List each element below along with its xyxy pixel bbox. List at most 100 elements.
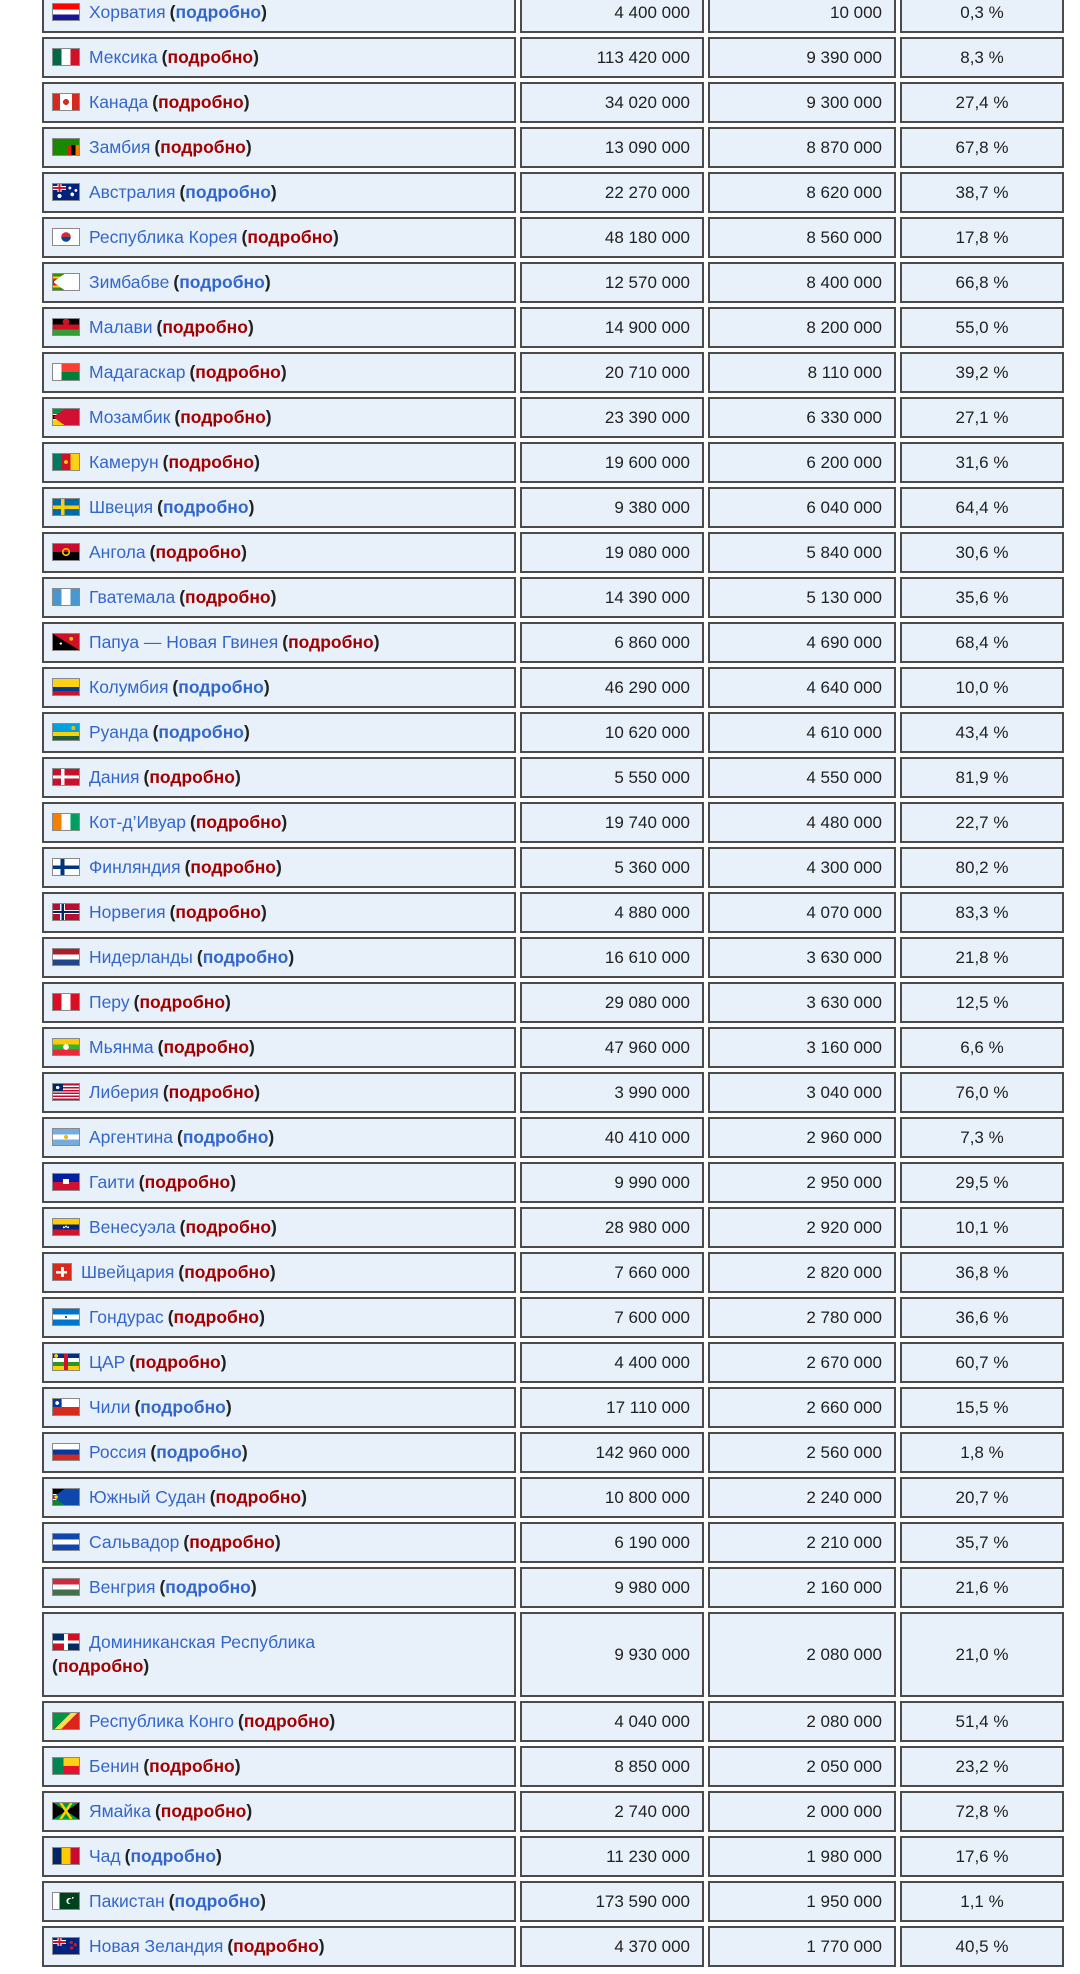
- detail-link[interactable]: подробно: [130, 1846, 217, 1866]
- country-link[interactable]: Руанда: [89, 722, 149, 742]
- country-link[interactable]: Чили: [89, 1397, 131, 1417]
- country-link[interactable]: Замбия: [89, 137, 151, 157]
- detail-link[interactable]: подробно: [243, 1711, 330, 1731]
- country-link[interactable]: Мозамбик: [89, 407, 171, 427]
- detail-link[interactable]: подробно: [180, 407, 266, 427]
- detail-link[interactable]: подробно: [190, 857, 276, 877]
- country-link[interactable]: Канада: [89, 92, 149, 112]
- detail-link[interactable]: подробно: [165, 1577, 251, 1597]
- country-link[interactable]: Бенин: [89, 1756, 140, 1776]
- table-row: Мозамбик (подробно) 23 390 000 6 330 000 …: [42, 397, 1064, 438]
- detail-link[interactable]: подробно: [233, 1936, 319, 1956]
- detail-link[interactable]: подробно: [185, 1217, 272, 1237]
- country-link[interactable]: Колумбия: [89, 677, 169, 697]
- country-link[interactable]: ЦАР: [89, 1352, 126, 1372]
- country-link[interactable]: Кот-д’Ивуар: [89, 812, 186, 832]
- detail-link[interactable]: подробно: [149, 767, 235, 787]
- detail-link[interactable]: подробно: [195, 812, 282, 832]
- detail-link[interactable]: подробно: [160, 1801, 247, 1821]
- country-link[interactable]: Ямайка: [89, 1801, 151, 1821]
- detail-link[interactable]: подробно: [182, 1127, 269, 1147]
- country-link[interactable]: Гаити: [89, 1172, 135, 1192]
- detail-link[interactable]: подробно: [179, 272, 265, 292]
- detail-link[interactable]: подробно: [167, 47, 254, 67]
- detail-link[interactable]: подробно: [155, 542, 242, 562]
- adherents-cell: 4 640 000: [708, 667, 896, 708]
- country-link[interactable]: Мадагаскар: [89, 362, 186, 382]
- detail-link[interactable]: подробно: [178, 677, 264, 697]
- detail-link[interactable]: подробно: [184, 1262, 270, 1282]
- detail-link[interactable]: подробно: [185, 587, 271, 607]
- country-link[interactable]: Южный Судан: [89, 1487, 206, 1507]
- country-link[interactable]: Пакистан: [89, 1891, 165, 1911]
- detail-link[interactable]: подробно: [175, 902, 261, 922]
- detail-link[interactable]: подробно: [144, 1172, 231, 1192]
- detail-link[interactable]: подробно: [57, 1656, 144, 1676]
- detail-link[interactable]: подробно: [158, 92, 244, 112]
- detail-parentheses: (подробно): [173, 272, 270, 292]
- country-link[interactable]: Хорватия: [89, 2, 166, 22]
- country-link[interactable]: Нидерланды: [89, 947, 193, 967]
- country-link[interactable]: Гондурас: [89, 1307, 164, 1327]
- country-link[interactable]: Мьянма: [89, 1037, 154, 1057]
- country-link[interactable]: Сальвадор: [89, 1532, 180, 1552]
- detail-link[interactable]: подробно: [195, 362, 281, 382]
- country-link[interactable]: Дания: [89, 767, 140, 787]
- country-link[interactable]: Камерун: [89, 452, 159, 472]
- detail-link[interactable]: подробно: [247, 227, 333, 247]
- country-link[interactable]: Венесуэла: [89, 1217, 176, 1237]
- flag-icon: [52, 768, 80, 786]
- detail-parentheses: (подробно): [154, 137, 251, 157]
- detail-link[interactable]: подробно: [168, 452, 255, 472]
- open-paren: (: [157, 497, 163, 517]
- country-link[interactable]: Зимбабве: [89, 272, 170, 292]
- country-link[interactable]: Гватемала: [89, 587, 176, 607]
- country-link[interactable]: Новая Зеландия: [89, 1936, 224, 1956]
- detail-link[interactable]: подробно: [202, 947, 289, 967]
- country-link[interactable]: Швейцария: [81, 1262, 175, 1282]
- close-paren: ): [270, 182, 277, 202]
- country-link[interactable]: Перу: [89, 992, 130, 1012]
- detail-link[interactable]: подробно: [175, 2, 262, 22]
- country-link[interactable]: Финляндия: [89, 857, 181, 877]
- country-link[interactable]: Малави: [89, 317, 153, 337]
- country-link[interactable]: Республика Корея: [89, 227, 238, 247]
- detail-link[interactable]: подробно: [140, 1397, 226, 1417]
- country-link[interactable]: Либерия: [89, 1082, 159, 1102]
- country-link[interactable]: Доминиканская Республика: [89, 1632, 316, 1652]
- flag-icon: [52, 1633, 80, 1651]
- country-link[interactable]: Россия: [89, 1442, 147, 1462]
- detail-link[interactable]: подробно: [189, 1532, 275, 1552]
- country-link[interactable]: Чад: [89, 1846, 121, 1866]
- country-link[interactable]: Венгрия: [89, 1577, 156, 1597]
- detail-link[interactable]: подробно: [215, 1487, 302, 1507]
- detail-link[interactable]: подробно: [139, 992, 226, 1012]
- detail-link[interactable]: подробно: [174, 1891, 261, 1911]
- detail-link[interactable]: подробно: [185, 182, 271, 202]
- detail-link[interactable]: подробно: [158, 722, 244, 742]
- detail-link[interactable]: подробно: [156, 1442, 242, 1462]
- detail-link[interactable]: подробно: [162, 317, 248, 337]
- country-link[interactable]: Мексика: [89, 47, 158, 67]
- detail-link[interactable]: подробно: [288, 632, 374, 652]
- country-link[interactable]: Республика Конго: [89, 1711, 234, 1731]
- detail-link[interactable]: подробно: [149, 1756, 235, 1776]
- country-link[interactable]: Ангола: [89, 542, 146, 562]
- detail-link[interactable]: подробно: [163, 1037, 250, 1057]
- flag-icon: [52, 138, 80, 156]
- country-link[interactable]: Швеция: [89, 497, 154, 517]
- adherents-cell: 8 870 000: [708, 127, 896, 168]
- detail-link[interactable]: подробно: [168, 1082, 255, 1102]
- adherents-cell: 2 560 000: [708, 1432, 896, 1473]
- country-link[interactable]: Норвегия: [89, 902, 166, 922]
- country-link[interactable]: Аргентина: [89, 1127, 173, 1147]
- country-link[interactable]: Австралия: [89, 182, 176, 202]
- close-paren: ): [246, 1801, 253, 1821]
- country-link[interactable]: Папуа — Новая Гвинея: [89, 632, 279, 652]
- detail-link[interactable]: подробно: [162, 497, 249, 517]
- detail-link[interactable]: подробно: [135, 1352, 221, 1372]
- adherents-cell: 3 630 000: [708, 982, 896, 1023]
- close-paren: ): [288, 947, 295, 967]
- detail-link[interactable]: подробно: [173, 1307, 260, 1327]
- detail-link[interactable]: подробно: [160, 137, 246, 157]
